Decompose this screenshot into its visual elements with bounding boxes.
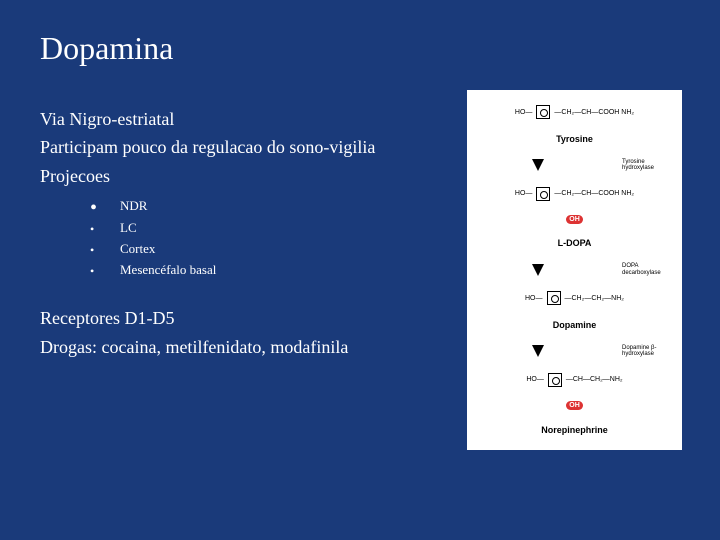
mol-frag: HO— — [515, 190, 533, 197]
slide-title: Dopamina — [40, 30, 680, 67]
bullet-dot-icon: • — [90, 262, 120, 281]
bullet-dot-icon: • — [90, 198, 120, 218]
body-line-5: Drogas: cocaina, metilfenidato, modafini… — [40, 335, 420, 359]
mol-frag: —CH₂—CH—COOH NH₂ — [554, 109, 634, 116]
mol-label: Dopamine — [553, 320, 597, 330]
body-line-3: Projecoes — [40, 164, 420, 188]
mol-label: L-DOPA — [558, 238, 592, 248]
arrow-row: Tyrosine hydroxylase — [472, 158, 677, 172]
mol-frag: —CH₂—CH—COOH NH₂ — [554, 190, 634, 197]
mol-frag: HO— — [525, 295, 543, 302]
mol-frag: —CH₂—CH₂—NH₂ — [565, 295, 624, 302]
content-left: Via Nigro-estriatal Participam pouco da … — [40, 107, 420, 359]
bullet-dot-icon: • — [90, 241, 120, 260]
oh-badge: OH — [566, 215, 583, 224]
bullet-item: • LC — [90, 220, 420, 239]
bullet-item: • Mesencéfalo basal — [90, 262, 420, 281]
enzyme-label: Dopamine β-hydroxylase — [622, 345, 677, 358]
enzyme-label: Tyrosine hydroxylase — [622, 159, 677, 172]
bullet-item: • NDR — [90, 198, 420, 218]
body-line-1: Via Nigro-estriatal — [40, 107, 420, 131]
mol-frag: HO— — [526, 376, 544, 383]
arrow-down-icon — [532, 264, 544, 276]
mol-frag: —CH—CH₂—NH₂ — [566, 376, 623, 383]
bullet-text: Mesencéfalo basal — [120, 262, 216, 278]
molecule-row: HO— —CH—CH₂—NH₂ — [472, 373, 677, 387]
body-line-4: Receptores D1-D5 — [40, 306, 420, 330]
ring-icon — [536, 187, 550, 201]
bullet-item: • Cortex — [90, 241, 420, 260]
bullet-text: LC — [120, 220, 137, 236]
arrow-down-icon — [532, 345, 544, 357]
arrow-row: Dopamine β-hydroxylase — [472, 344, 677, 358]
mol-label: Tyrosine — [556, 134, 593, 144]
molecule-row: HO— —CH₂—CH₂—NH₂ — [472, 291, 677, 305]
mol-frag: HO— — [515, 109, 533, 116]
enzyme-label: DOPA decarboxylase — [622, 263, 677, 276]
arrow-row: DOPA decarboxylase — [472, 263, 677, 277]
molecule-row: HO— —CH₂—CH—COOH NH₂ — [472, 105, 677, 119]
ring-icon — [536, 105, 550, 119]
slide-container: Dopamina Via Nigro-estriatal Participam … — [0, 0, 720, 540]
arrow-down-icon — [532, 159, 544, 171]
pathway-diagram: HO— —CH₂—CH—COOH NH₂ Tyrosine Tyrosine h… — [467, 90, 682, 450]
body-line-2: Participam pouco da regulacao do sono-vi… — [40, 135, 420, 159]
molecule-row: HO— —CH₂—CH—COOH NH₂ — [472, 187, 677, 201]
oh-badge: OH — [566, 401, 583, 410]
bullet-list: • NDR • LC • Cortex • Mesencéfalo basal — [90, 198, 420, 282]
mol-label: Norepinephrine — [541, 425, 608, 435]
bullet-text: NDR — [120, 198, 147, 214]
ring-icon — [548, 373, 562, 387]
bullet-text: Cortex — [120, 241, 155, 257]
ring-icon — [547, 291, 561, 305]
bullet-dot-icon: • — [90, 220, 120, 239]
